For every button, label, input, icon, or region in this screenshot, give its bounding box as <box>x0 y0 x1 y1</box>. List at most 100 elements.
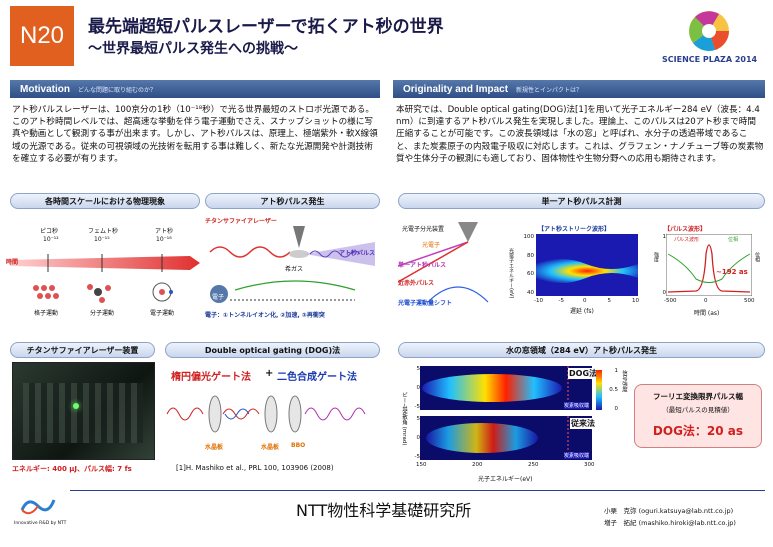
pulse-legend-1: 位相 <box>728 237 739 243</box>
dog-panel: 楕円偏光ゲート法 + 二色合成ゲート法 水晶板 水晶板 BBO <box>165 362 380 462</box>
contact-row: 小栗 克弥 (oguri.katsuya@lab.ntt.co.jp) <box>604 505 736 515</box>
poster-number-badge: N20 <box>10 6 74 66</box>
single-pulse-panel: 光電子分光装置 光電子 単一アト秒パルス 近赤外パルス 光電子運動量シフト 【ア… <box>398 212 765 332</box>
pulse-ylabel-right: 位相 <box>754 252 760 262</box>
scale-femto-name: フェムト秒 <box>88 228 119 235</box>
process-caption: 電子：①トンネルイオン化, ②加速, ③再衝突 <box>205 312 325 319</box>
institution-name: NTT物性科学基礎研究所 <box>296 501 472 520</box>
dog-optics-schematic <box>166 395 366 433</box>
ww-colorbar-label: 信号強度 <box>621 370 627 392</box>
water-window-panel-title: 水の窓領域（284 eV）アト秒パルス発生 <box>398 342 765 358</box>
pulse-xtick-label: 0 <box>704 298 708 304</box>
science-plaza-logo-icon <box>689 11 729 51</box>
streak-xtick-label: 0 <box>583 298 587 304</box>
pulse-title: 【パルス波形】 <box>664 226 707 233</box>
streak-xtick-label: 10 <box>632 298 639 304</box>
fourier-result: DOG法：20 as <box>652 424 744 438</box>
fourier-line1: フーリエ変換限界パルス幅 <box>653 392 743 401</box>
originality-text: 本研究では、Double optical gating(DOG)法[1]を用いて… <box>396 105 764 164</box>
element-label-0: 水晶板 <box>205 444 224 451</box>
contact-name: 小栗 克弥 <box>604 507 637 515</box>
motivation-heading: Motivation <box>20 83 70 95</box>
timescale-panel-title: 各時間スケールにおける物理現象 <box>10 193 200 209</box>
ww-yticks-top: 5 0 -5 <box>410 366 420 410</box>
dog-reference: [1]H. Mashiko et al., PRL 100, 103906 (2… <box>176 464 334 472</box>
setup-label-0: 光電子分光装置 <box>402 226 445 233</box>
contact-row: 増子 拓紀 (mashiko.hiroki@lab.ntt.co.jp) <box>604 517 736 527</box>
streak-xtick-label: -5 <box>558 298 564 304</box>
laser-label: チタンサファイアレーザー <box>205 218 277 225</box>
streak-ylabel: 光電子エネルギー(eV) <box>508 248 514 299</box>
gate-left-label: 楕円偏光ゲート法 <box>171 372 251 383</box>
time-axis-label: 時間 <box>6 259 19 266</box>
ww-ytick-label: -5 <box>414 404 420 410</box>
ww-xtick-label: 300 <box>584 462 595 468</box>
contact-email[interactable]: (oguri.katsuya@lab.ntt.co.jp) <box>638 507 734 515</box>
scale-pico-power: 10⁻¹² <box>43 236 59 243</box>
streak-xlabel: 遅延 (fs) <box>570 308 594 315</box>
ww-colorbar-tick-label: 0 <box>614 406 619 412</box>
scale-atto-power: 10⁻¹⁸ <box>156 236 172 243</box>
ww-xtick-label: 200 <box>472 462 483 468</box>
setup-label-3: 近赤外パルス <box>398 280 435 287</box>
ww-xtick-label: 250 <box>528 462 539 468</box>
ww-colorbar-ticks: 1 0.5 0 <box>604 368 618 412</box>
scale-pico-caption: 格子運動 <box>34 310 59 317</box>
gate-right-label: 二色合成ゲート法 <box>277 372 357 383</box>
streak-ytick-label: 100 <box>523 234 535 240</box>
ntt-logo-icon <box>20 499 56 515</box>
ww-xtick-label: 150 <box>416 462 427 468</box>
quartz-plate-1-icon <box>208 395 222 433</box>
quartz-plate-2-icon <box>264 395 278 433</box>
molecule-icon <box>87 284 111 303</box>
pulse-xtick-label: 500 <box>744 298 755 304</box>
dog-panel-title: Double optical gating (DOG)法 <box>165 342 380 358</box>
streak-ytick-label: 60 <box>527 271 534 278</box>
ww-ytick-label: 5 <box>416 366 421 372</box>
pulse-ytick-label: 0 <box>662 290 667 296</box>
streak-yticks: 100 80 60 40 <box>520 234 535 296</box>
streak-title: 【アト秒ストリーク波形】 <box>538 226 611 233</box>
pulse-xticks: -500 0 500 <box>664 298 756 306</box>
electron-orbit-icon <box>152 282 173 302</box>
scale-pico-name: ピコ秒 <box>40 228 59 235</box>
lattice-icon <box>33 285 59 299</box>
fourier-limit-box: フーリエ変換限界パルス幅 （最短パルスの見積値） DOG法：20 as <box>634 384 762 448</box>
setup-label-2: 単一アト秒パルス <box>398 262 447 269</box>
poster-subtitle: ～世界最短パルス発生への挑戦～ <box>88 41 298 57</box>
element-label-1: 水晶板 <box>261 444 280 451</box>
water-window-panel: ビーム発散角 (mrad) 5 0 -5 5 0 -5 DOG法 従来法 炭素吸収端 炭… <box>398 362 765 488</box>
streak-ytick-label: 80 <box>527 252 534 259</box>
contact-list: 小栗 克弥 (oguri.katsuya@lab.ntt.co.jp) 増子 拓… <box>604 505 736 527</box>
ww-yticks-bottom: 5 0 -5 <box>410 416 420 460</box>
pulse-ylabel-left: 強度 <box>653 252 659 262</box>
gas-label: 希ガス <box>285 266 304 273</box>
pulse-legend-0: パルス波形 <box>674 237 700 243</box>
bbo-crystal-icon <box>288 395 302 433</box>
fourier-line2: （最短パルスの見積値） <box>662 406 734 414</box>
ww-edge-label-bottom: 炭素吸収端 <box>564 452 590 459</box>
poster-title: 最先端超短パルスレーザーで拓くアト秒の世界 <box>88 17 444 37</box>
scale-femto-power: 10⁻¹⁵ <box>94 236 110 243</box>
streak-spectrogram <box>536 234 638 296</box>
pulse-ytick-label: 1 <box>662 234 667 240</box>
contact-email[interactable]: (mashiko.hiroki@lab.ntt.co.jp) <box>638 519 736 527</box>
pulse-xtick-label: -500 <box>664 298 677 304</box>
ww-label-dog: DOG法 <box>568 368 599 379</box>
ww-colorbar-tick-label: 0.5 <box>609 387 618 393</box>
ww-ytick-label: 5 <box>416 416 421 422</box>
ww-ytick-label: -5 <box>414 454 420 460</box>
scale-atto-name: アト秒 <box>155 228 174 235</box>
hhg-schematic <box>209 226 375 303</box>
timescale-panel: ピコ秒 10⁻¹² フェムト秒 10⁻¹⁵ アト秒 10⁻¹⁸ 時間 格子運動 … <box>6 212 200 332</box>
streak-ytick-label: 40 <box>527 290 534 296</box>
motivation-heading-sub: どんな問題に取り組むのか？ <box>78 87 157 94</box>
element-label-2: BBO <box>291 442 306 449</box>
atom-icon <box>210 285 228 303</box>
footer-divider <box>70 490 765 491</box>
ti-sapphire-caption: エネルギー: 400 μJ、パルス幅: 7 fs <box>12 465 132 473</box>
ww-label-conventional: 従来法 <box>570 418 596 429</box>
streak-xticks: -10 -5 0 5 10 <box>534 298 644 306</box>
timescale-axis-graphic <box>10 254 200 303</box>
